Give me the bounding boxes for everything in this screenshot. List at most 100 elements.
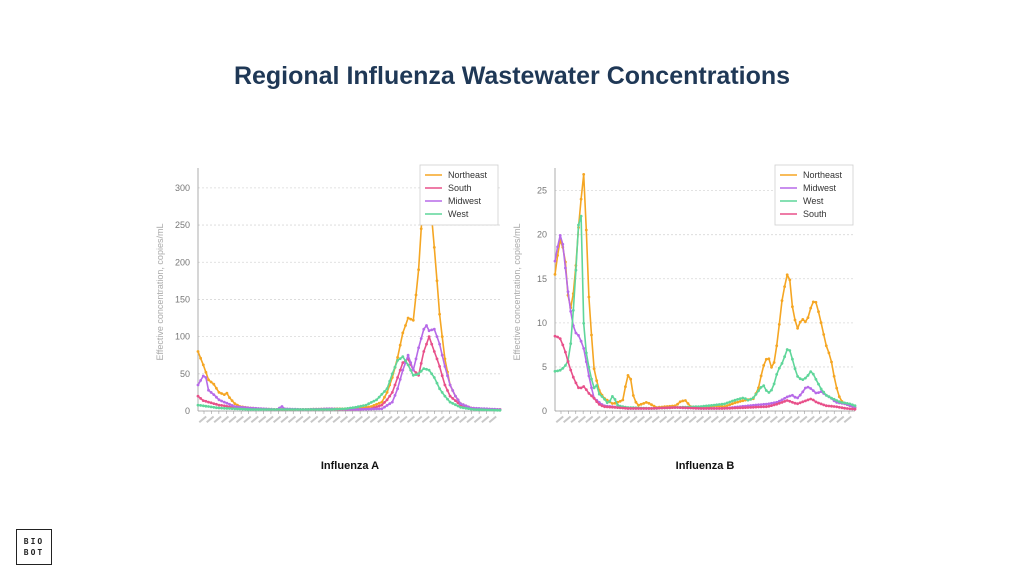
data-point-south xyxy=(689,406,693,410)
data-point-south xyxy=(848,407,852,411)
data-point-south xyxy=(600,404,604,408)
data-point-west xyxy=(254,408,258,411)
data-point-south xyxy=(733,406,737,410)
x-tick-label xyxy=(206,415,215,424)
x-tick-label xyxy=(436,415,445,424)
data-point-south xyxy=(553,334,557,338)
data-point-south xyxy=(728,406,732,410)
data-point-south xyxy=(699,407,703,410)
data-point-midwest xyxy=(367,407,371,411)
data-point-south xyxy=(845,407,849,410)
data-point-west xyxy=(346,407,350,410)
x-tick-label xyxy=(213,415,222,424)
data-point-midwest xyxy=(461,403,465,407)
data-point-south xyxy=(837,405,841,409)
data-point-west xyxy=(582,321,586,325)
data-point-west xyxy=(230,407,234,410)
data-point-west xyxy=(443,394,447,398)
data-point-south xyxy=(822,403,826,407)
data-point-south xyxy=(217,403,221,407)
data-point-south xyxy=(605,405,609,409)
data-point-west xyxy=(241,407,244,411)
data-point-northeast xyxy=(759,374,763,378)
data-point-northeast xyxy=(621,398,625,402)
x-tick-label xyxy=(659,415,668,424)
data-point-west xyxy=(404,359,407,363)
x-tick-label xyxy=(681,415,690,424)
logo-line-2: BOT xyxy=(23,548,45,557)
data-point-south xyxy=(212,402,216,405)
data-point-west xyxy=(228,407,231,410)
x-tick-label xyxy=(198,415,207,424)
data-point-west xyxy=(712,403,716,407)
data-point-west xyxy=(772,382,776,386)
data-point-west xyxy=(215,406,218,410)
y-tick-label: 200 xyxy=(175,257,190,267)
data-point-midwest xyxy=(772,401,776,405)
x-tick-label xyxy=(250,415,259,424)
data-point-midwest xyxy=(556,245,559,249)
x-tick-label xyxy=(458,415,468,424)
x-tick-label xyxy=(740,415,749,424)
data-point-west xyxy=(372,399,376,403)
data-point-west xyxy=(209,405,213,409)
data-point-midwest xyxy=(430,328,434,332)
data-point-west xyxy=(325,408,329,411)
data-point-northeast xyxy=(634,400,638,404)
data-point-west xyxy=(356,405,360,409)
x-tick-label xyxy=(317,415,326,424)
data-point-south xyxy=(380,403,384,407)
data-point-west xyxy=(251,408,255,411)
data-point-midwest xyxy=(438,342,441,346)
data-point-west xyxy=(720,402,724,406)
data-point-west xyxy=(438,387,441,391)
x-tick-label xyxy=(481,415,490,424)
data-point-west xyxy=(448,400,452,404)
data-point-south xyxy=(785,399,789,402)
data-point-west xyxy=(467,407,470,410)
data-point-northeast xyxy=(372,404,376,407)
data-point-south xyxy=(454,399,457,402)
data-point-northeast xyxy=(369,405,373,408)
data-point-midwest xyxy=(425,324,428,327)
data-point-northeast xyxy=(553,273,557,276)
x-tick-label xyxy=(570,415,579,424)
data-point-south xyxy=(762,405,766,409)
legend-entry: West xyxy=(803,196,824,206)
data-point-south xyxy=(201,399,205,402)
data-point-northeast xyxy=(419,227,423,231)
data-point-northeast xyxy=(590,333,593,337)
x-tick-label xyxy=(614,415,623,424)
data-point-west xyxy=(427,368,431,372)
data-point-midwest xyxy=(590,386,593,390)
data-point-west xyxy=(207,405,210,408)
data-point-south xyxy=(686,406,690,410)
data-point-west xyxy=(459,405,462,409)
data-point-midwest xyxy=(422,327,426,331)
data-point-northeast xyxy=(401,331,405,335)
data-point-midwest xyxy=(364,407,368,411)
data-point-northeast xyxy=(678,400,682,404)
data-point-south xyxy=(691,406,695,410)
data-point-west xyxy=(851,403,854,407)
data-point-northeast xyxy=(644,401,648,404)
data-point-west xyxy=(553,369,557,373)
data-point-west xyxy=(723,402,726,406)
data-point-midwest xyxy=(393,394,397,397)
data-point-south xyxy=(629,407,633,410)
data-point-northeast xyxy=(824,344,828,348)
data-point-midwest xyxy=(456,398,460,402)
data-point-west xyxy=(464,406,468,410)
data-point-south xyxy=(731,406,734,410)
data-point-south xyxy=(694,406,698,410)
y-tick-label: 50 xyxy=(180,369,190,379)
data-point-midwest xyxy=(806,385,810,389)
data-point-west xyxy=(432,376,436,379)
data-point-west xyxy=(824,393,828,397)
data-point-west xyxy=(597,392,601,396)
data-point-midwest xyxy=(574,331,578,335)
data-point-midwest xyxy=(414,357,418,361)
series-line-midwest xyxy=(554,234,856,410)
data-point-west xyxy=(764,389,768,392)
legend-entry: Northeast xyxy=(803,170,843,180)
